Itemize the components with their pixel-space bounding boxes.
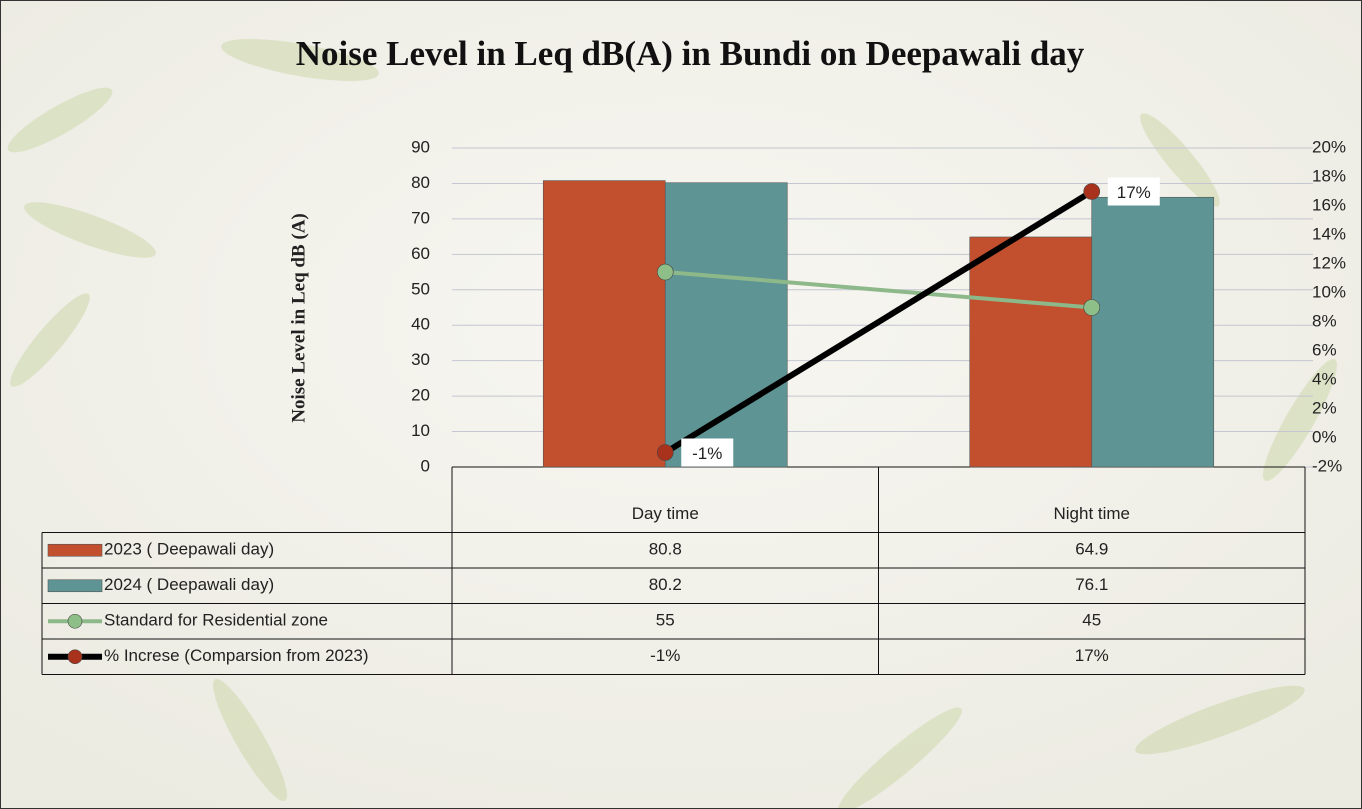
y2-tick-label: 2% [1312,398,1337,417]
table-cell: 64.9 [1075,540,1108,559]
x-tick-label: Day time [632,504,699,523]
table-cell: 80.8 [649,540,682,559]
y-tick-label: 30 [411,350,430,369]
legend-label: 2024 ( Deepawali day) [104,575,274,594]
table-cell: 55 [656,611,675,630]
y-tick-label: 20 [411,386,430,405]
y-tick-label: 90 [411,137,430,156]
y2-tick-label: 14% [1312,224,1346,243]
table-cell: 45 [1082,611,1101,630]
legend-swatch [67,649,83,665]
y2-tick-label: -2% [1312,456,1342,475]
y-tick-label: 80 [411,173,430,192]
table-cell: 80.2 [649,575,682,594]
y-tick-label: 10 [411,421,430,440]
y2-tick-label: 0% [1312,427,1337,446]
data-label: -1% [692,444,722,463]
bar [664,182,788,468]
line-marker [656,263,674,281]
legend-swatch [67,613,83,629]
line [663,188,1094,456]
table-cell: 17% [1075,646,1109,665]
data-label: 17% [1117,183,1151,202]
table-cell: 76.1 [1075,575,1108,594]
bar [1091,196,1215,468]
x-tick-label: Night time [1053,504,1130,523]
chart-title: Noise Level in Leq dB(A) in Bundi on Dee… [296,34,1085,73]
line-marker [1083,183,1101,200]
y2-tick-label: 18% [1312,166,1346,185]
y-tick-label: 70 [411,208,430,227]
legend-label: 2023 ( Deepawali day) [104,540,274,559]
y-tick-label: 40 [411,315,430,334]
line [665,270,1092,310]
legend-swatch [47,543,103,557]
line-marker [656,444,674,461]
legend-label: Standard for Residential zone [104,611,328,630]
y-tick-label: 0 [421,456,430,475]
data-label-box [681,438,734,467]
y-tick-label: 60 [411,244,430,263]
y2-tick-label: 4% [1312,369,1337,388]
bar [969,236,1093,468]
y-tick-label: 50 [411,279,430,298]
y2-tick-label: 6% [1312,340,1337,359]
y2-tick-label: 12% [1312,253,1346,272]
leaf-decoration [7,38,1338,809]
table-cell: -1% [650,646,680,665]
legend-swatch [47,579,103,593]
legend-label: % Increse (Comparsion from 2023) [104,646,369,665]
y-axis-title: Noise Level in Leq dB (A) [288,213,309,423]
line-marker [1083,299,1101,316]
y2-tick-label: 10% [1312,282,1346,301]
y2-tick-label: 20% [1312,137,1346,156]
data-label-box [1107,177,1160,206]
bar [542,180,666,468]
y2-tick-label: 16% [1312,195,1346,214]
y2-tick-label: 8% [1312,311,1337,330]
